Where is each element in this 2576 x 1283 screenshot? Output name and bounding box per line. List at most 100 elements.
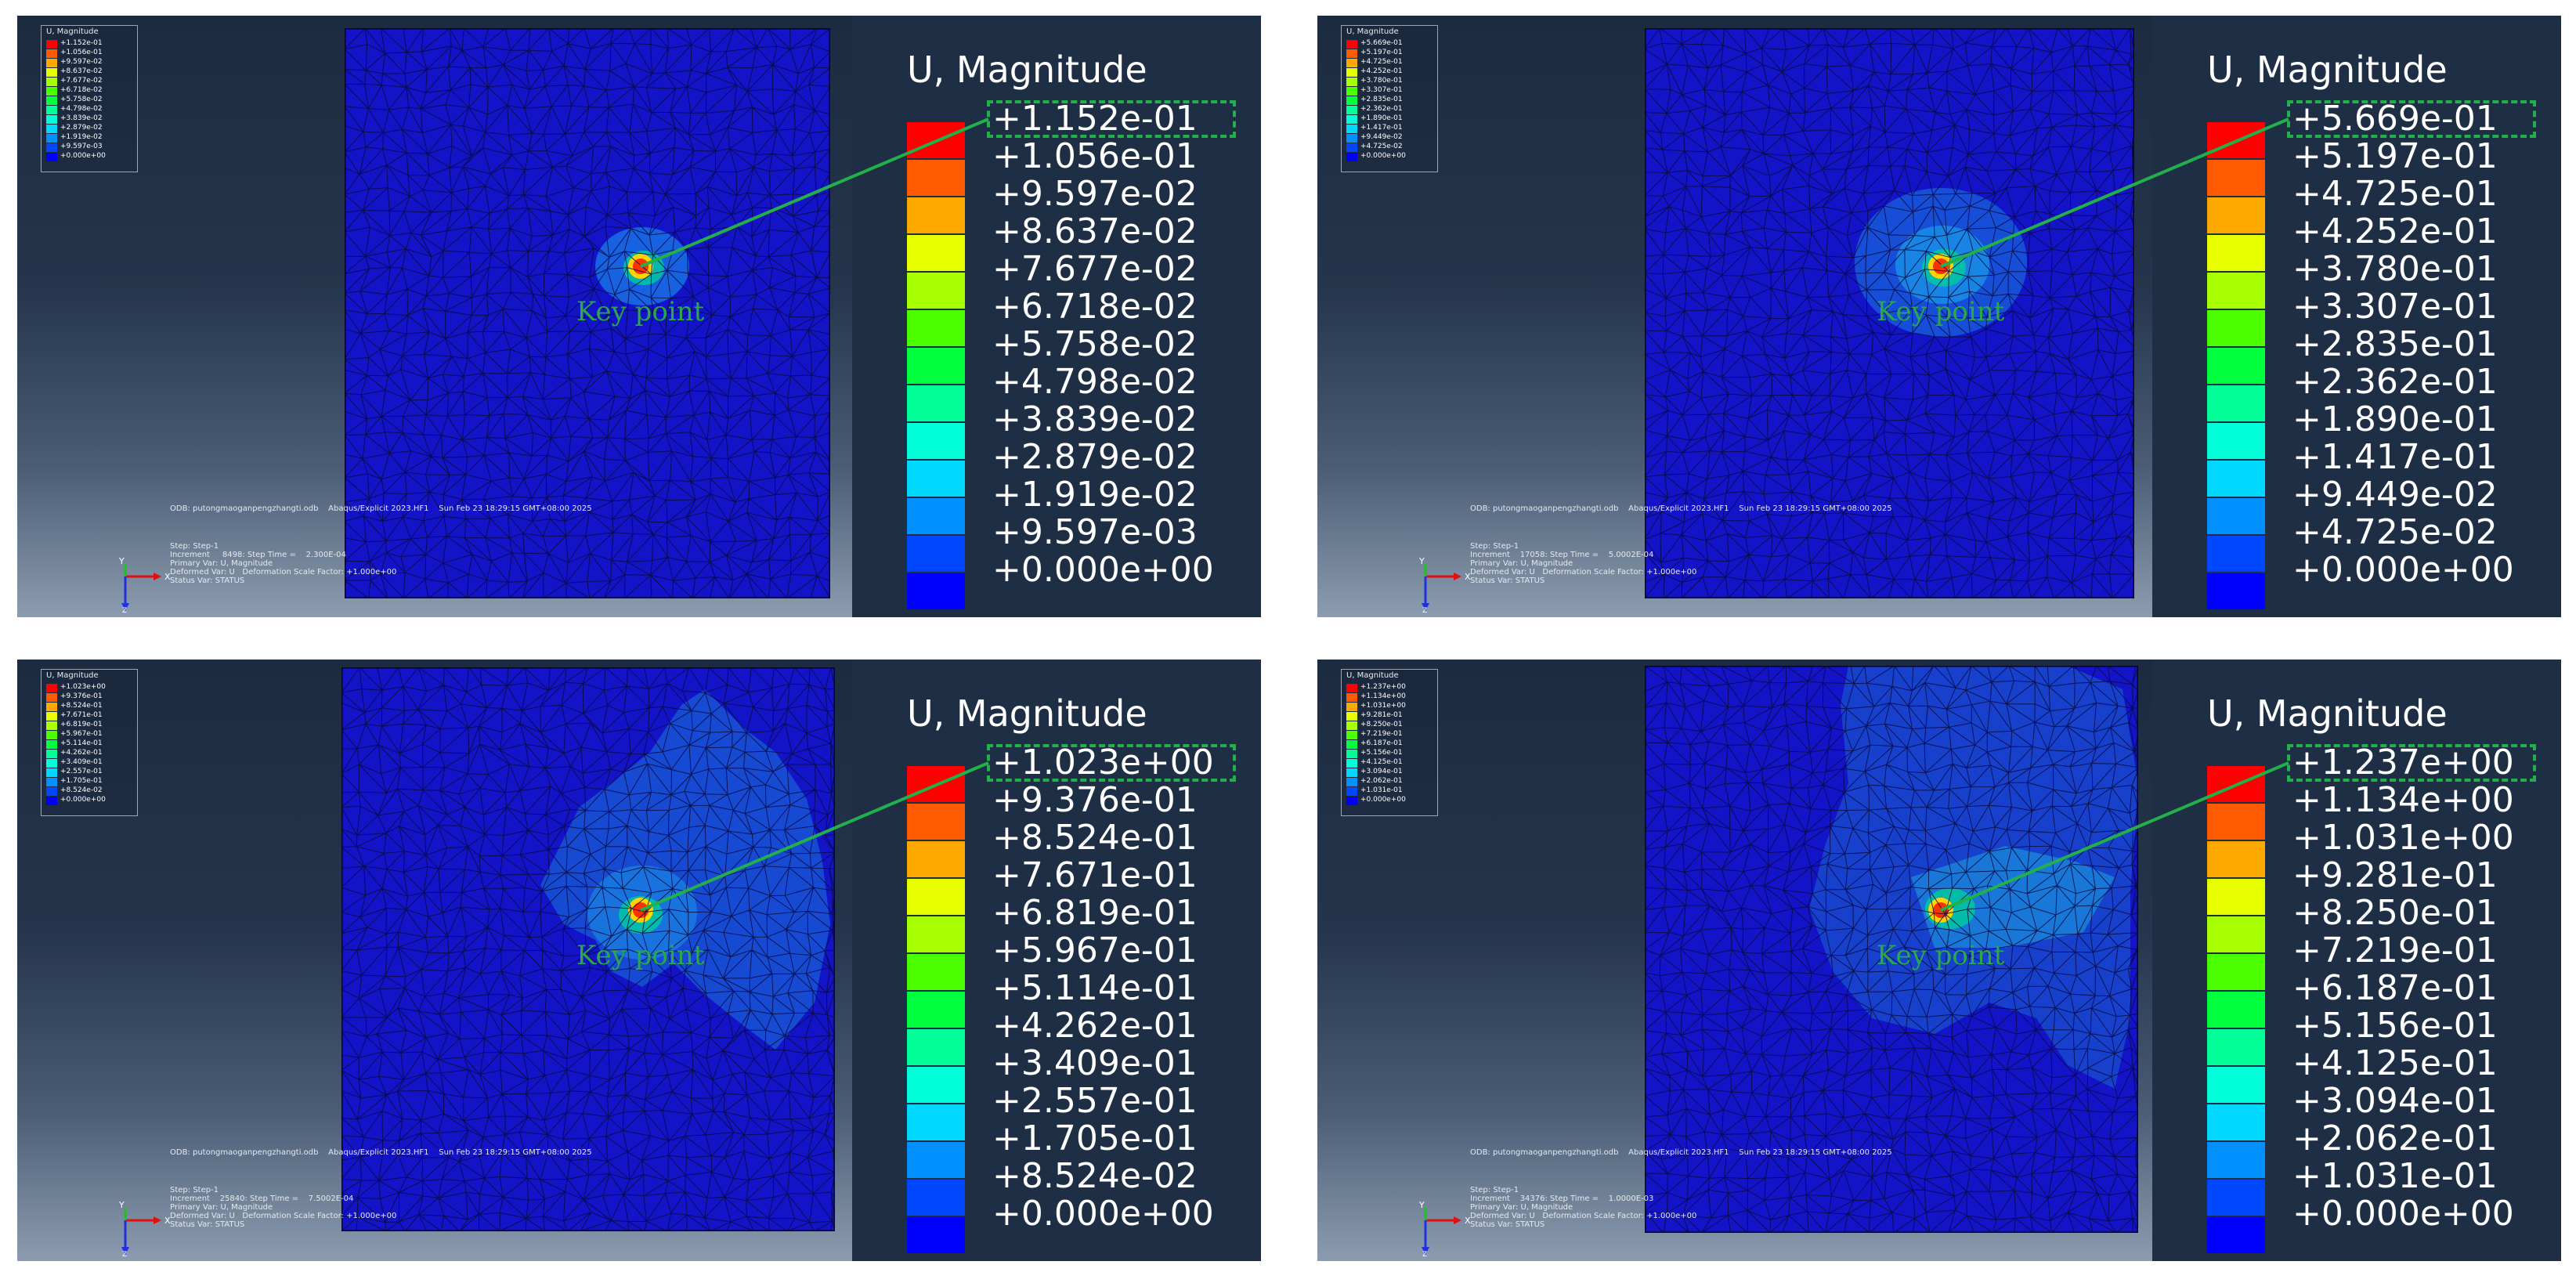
mesh-edges (341, 667, 835, 1231)
mini-legend-swatch (46, 797, 57, 805)
model-viewport[interactable]: U, Magnitude +1.237e+00 +1.134e+00 +1.031e+… (1317, 660, 2152, 1261)
mini-legend: U, Magnitude +5.669e-01 +5.197e-01 +4.725e-… (1341, 25, 1438, 172)
legend-title: U, Magnitude (907, 49, 1147, 91)
z-axis-head (1422, 1247, 1429, 1255)
legend-value: +3.307e-01 (2292, 287, 2498, 327)
mini-legend-value: +9.449e-02 (1360, 133, 1403, 141)
legend-swatch (2207, 1142, 2265, 1180)
step-info-line: Increment 17058: Step Time = 5.0002E-04 (1470, 551, 1654, 559)
step-info-line: Increment 34376: Step Time = 1.0000E-03 (1470, 1194, 1654, 1203)
mini-legend-value: +2.879e-02 (60, 124, 103, 132)
mini-legend-value: +3.839e-02 (60, 114, 103, 122)
mini-legend-value: +1.023e+00 (60, 683, 106, 691)
legend-swatch (907, 310, 965, 348)
mini-legend-value: +4.725e-01 (1360, 58, 1403, 66)
legend-swatch (907, 385, 965, 423)
odb-info: ODB: putongmaoganpengzhangti.odb Abaqus/… (1470, 1148, 1892, 1157)
legend-value: +1.890e-01 (2292, 399, 2498, 439)
legend-swatch (2207, 385, 2265, 423)
y-axis-label: Y (1418, 1200, 1425, 1210)
mini-legend-swatch (1346, 59, 1357, 67)
mini-legend-value: +9.376e-01 (60, 692, 103, 700)
legend-value: +0.000e+00 (992, 1194, 1214, 1234)
legend-swatch (907, 461, 965, 498)
mini-legend-value: +4.262e-01 (60, 749, 103, 757)
mini-legend-value: +9.597e-03 (60, 143, 103, 150)
mini-legend-value: +5.758e-02 (60, 96, 103, 103)
mini-legend-swatch (1346, 87, 1357, 96)
step-info-line: Status Var: STATUS (170, 1220, 245, 1229)
odb-info: ODB: putongmaoganpengzhangti.odb Abaqus/… (170, 504, 592, 513)
max-value-highlight (2287, 100, 2536, 138)
mini-legend-swatch (1346, 787, 1357, 796)
mini-legend-value: +5.967e-01 (60, 730, 103, 738)
mini-legend-swatch (1346, 40, 1357, 49)
mini-legend-swatch (1346, 134, 1357, 143)
mini-legend-value: +1.237e+00 (1360, 683, 1406, 691)
mesh-outline (341, 667, 835, 1231)
model-viewport[interactable]: U, Magnitude +1.023e+00 +9.376e-01 +8.524e-… (17, 660, 852, 1261)
step-info-line: Increment 8498: Step Time = 2.300E-04 (170, 551, 346, 559)
mini-legend-swatch (46, 96, 57, 105)
step-info-line: Primary Var: U, Magnitude (1470, 559, 1573, 568)
legend-value: +4.262e-01 (992, 1006, 1198, 1046)
result-panel-4: U, Magnitude +1.237e+00 +1.134e+00 +1.031e+… (1317, 660, 2561, 1261)
x-axis-head (154, 1216, 161, 1224)
legend-swatch (2207, 273, 2265, 310)
legend-swatch (2207, 1217, 2265, 1255)
model-viewport[interactable]: U, Magnitude +5.669e-01 +5.197e-01 +4.725e-… (1317, 16, 2152, 617)
legend-swatch (2207, 1029, 2265, 1067)
mini-legend-title: U, Magnitude (1346, 27, 1399, 36)
step-info-line: Deformed Var: U Deformation Scale Factor… (1470, 1212, 1697, 1220)
mini-legend-value: +6.187e-01 (1360, 739, 1403, 747)
mini-legend-swatch (46, 703, 57, 711)
mini-legend-swatch (46, 759, 57, 768)
mini-legend-swatch (46, 778, 57, 786)
step-info-line: Status Var: STATUS (1470, 576, 1545, 585)
mini-legend-swatch (1346, 778, 1357, 786)
legend-value: +8.524e-02 (992, 1156, 1198, 1196)
mini-legend: U, Magnitude +1.237e+00 +1.134e+00 +1.031e+… (1341, 669, 1438, 816)
step-info-line: Status Var: STATUS (170, 576, 245, 585)
legend-value: +4.798e-02 (992, 362, 1198, 402)
mini-legend-swatch (46, 693, 57, 702)
mini-legend-swatch (46, 731, 57, 739)
mesh-outline (345, 28, 830, 598)
legend-swatch (907, 498, 965, 536)
result-panel-3: U, Magnitude +1.023e+00 +9.376e-01 +8.524e-… (17, 660, 1261, 1261)
mini-legend-value: +7.677e-02 (60, 77, 103, 85)
legend-value: +9.597e-03 (992, 512, 1198, 552)
legend-value: +2.879e-02 (992, 437, 1198, 477)
legend-swatch (2207, 573, 2265, 611)
legend-value: +2.557e-01 (992, 1081, 1198, 1121)
mini-legend-value: +5.156e-01 (1360, 749, 1403, 757)
odb-info: ODB: putongmaoganpengzhangti.odb Abaqus/… (1470, 504, 1892, 513)
key-point-label: Key point (1877, 940, 2005, 971)
legend-swatch (2207, 1067, 2265, 1104)
x-axis-label: X (164, 1216, 171, 1226)
mini-legend-swatch (46, 78, 57, 86)
mesh-edges (345, 28, 830, 598)
max-value-highlight (2287, 744, 2536, 782)
step-info: Step: Step-1 Increment 8498: Step Time = … (170, 542, 396, 585)
legend-value: +1.705e-01 (992, 1119, 1198, 1158)
axis-triad: X Y Z (1418, 1200, 1471, 1257)
mini-legend-swatch (1346, 68, 1357, 77)
legend-swatch (2207, 992, 2265, 1029)
mini-legend-value: +2.835e-01 (1360, 96, 1403, 103)
legend-value: +4.252e-01 (2292, 211, 2498, 251)
legend-value: +8.524e-01 (992, 818, 1198, 858)
mini-legend-swatch (1346, 721, 1357, 730)
legend-swatch (2207, 461, 2265, 498)
step-info-line: Step: Step-1 (1470, 1186, 1519, 1194)
legend-value: +6.718e-02 (992, 287, 1198, 327)
x-axis-head (154, 573, 161, 580)
mini-legend-swatch (46, 87, 57, 96)
legend-value: +9.281e-01 (2292, 855, 2498, 895)
legend-value: +0.000e+00 (992, 550, 1214, 590)
step-info: Step: Step-1 Increment 25840: Step Time =… (170, 1186, 396, 1229)
mini-legend-value: +1.890e-01 (1360, 114, 1403, 122)
mini-legend-swatch (1346, 153, 1357, 161)
legend-value: +1.417e-01 (2292, 437, 2498, 477)
model-viewport[interactable]: U, Magnitude +1.152e-01 +1.056e-01 +9.597e-… (17, 16, 852, 617)
